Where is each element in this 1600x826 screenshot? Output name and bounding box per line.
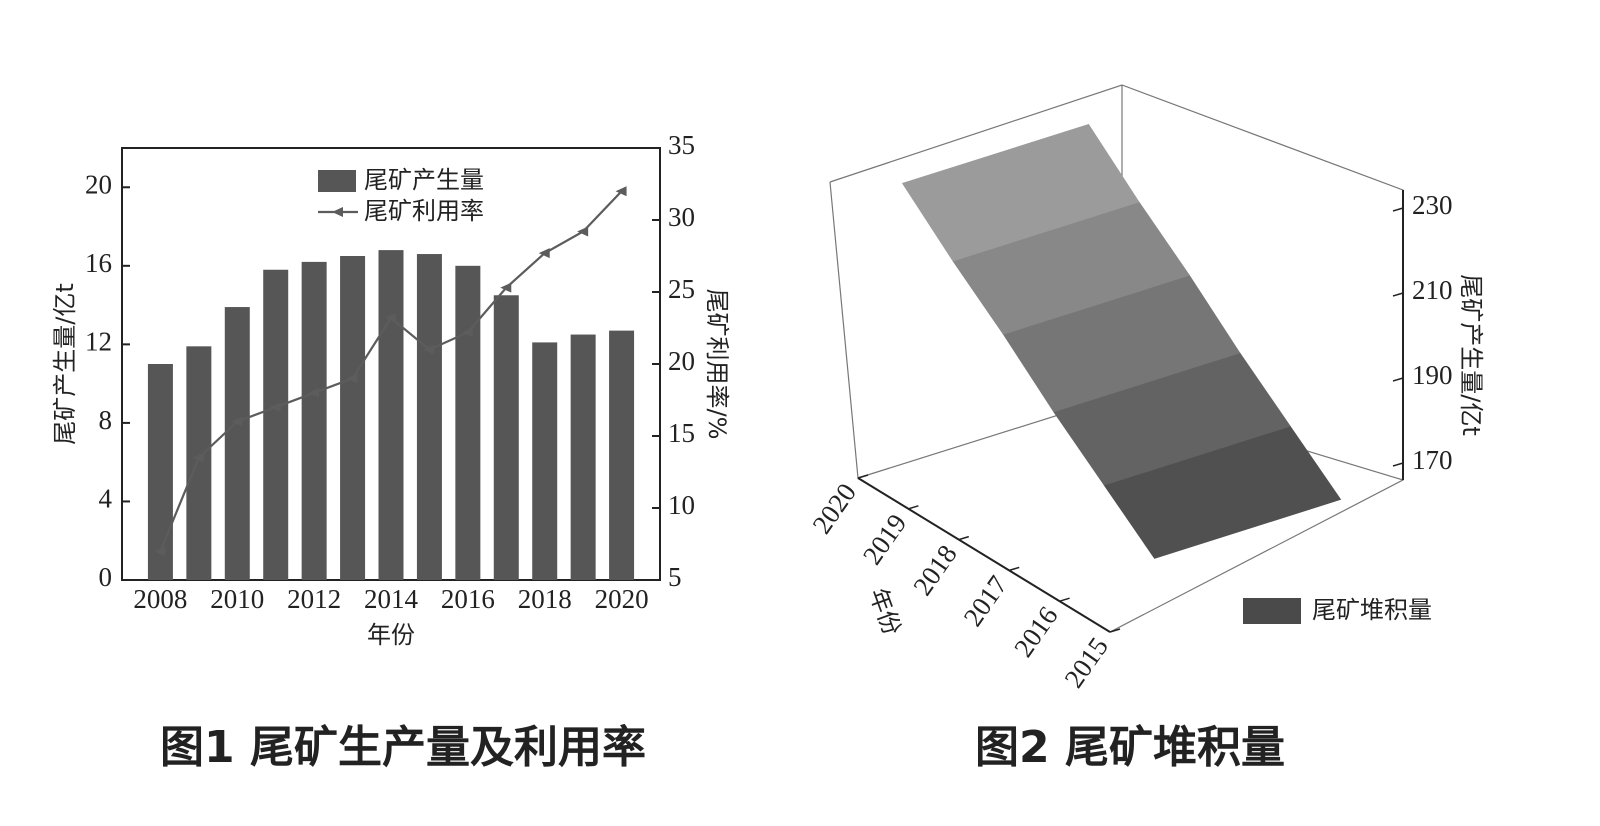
x-tick-label: 2016 (1008, 601, 1064, 662)
bar (263, 269, 289, 580)
x-axis-label: 年份 (367, 621, 415, 649)
z-tick-label: 170 (1412, 445, 1453, 475)
line-marker (154, 546, 166, 557)
y2-tick-label: 10 (668, 490, 695, 520)
bar (570, 334, 596, 580)
z-tick-label: 230 (1412, 190, 1453, 220)
y-tick-label: 16 (85, 248, 112, 278)
z-tick (1392, 292, 1404, 297)
line-marker (461, 327, 473, 338)
z-tick-label: 190 (1412, 360, 1453, 390)
bar (340, 256, 366, 580)
y2-tick-label: 15 (668, 418, 695, 448)
z-tick (1392, 462, 1404, 467)
z-tick (1392, 207, 1404, 212)
x-tick-label: 2020 (806, 478, 862, 539)
x-tick-label: 2012 (287, 584, 341, 614)
bar (455, 265, 481, 580)
x-tick-label: 2020 (595, 584, 649, 614)
y-tick-label: 20 (85, 169, 112, 199)
y2-tick-label: 30 (668, 202, 695, 232)
line-marker (192, 452, 204, 463)
x-tick-label: 2010 (210, 584, 264, 614)
bar (416, 254, 442, 580)
x-tick-label: 2018 (907, 539, 963, 600)
y-axis-label: 尾矿产生量/亿t (51, 283, 79, 445)
y-tick-label: 8 (99, 405, 113, 435)
line-marker (615, 186, 627, 197)
y-tick-label: 4 (99, 484, 113, 514)
z-tick (1392, 377, 1404, 382)
legend-marker (332, 207, 343, 217)
figure-caption: 图1 尾矿生产量及利用率 (160, 722, 646, 773)
x-tick-label: 2016 (441, 584, 495, 614)
bar (532, 342, 558, 580)
bar (301, 261, 327, 580)
line-marker (385, 312, 396, 323)
surface-strip (901, 123, 1140, 262)
y2-tick-label: 5 (668, 562, 682, 592)
line-marker (500, 282, 512, 293)
line-marker (538, 248, 550, 259)
y2-tick-label: 20 (668, 346, 695, 376)
legend-label: 尾矿利用率 (364, 197, 484, 225)
x-tick-label: 2015 (1058, 632, 1114, 693)
x-tick-label: 2019 (857, 509, 913, 570)
line-marker (231, 416, 243, 427)
line-marker (269, 402, 281, 413)
z-axis-label: 尾矿产生量/亿t (1457, 274, 1485, 436)
x-tick (1008, 566, 1020, 572)
y2-axis-label: 尾矿利用率/% (703, 289, 731, 440)
x-tick (908, 505, 919, 510)
x-tick-label: 2008 (133, 584, 187, 614)
x-axis-label: 年份 (864, 584, 907, 639)
y2-tick-label: 25 (668, 274, 695, 304)
figure-caption: 图2 尾矿堆积量 (975, 722, 1285, 773)
x-tick-label: 2014 (364, 584, 419, 614)
bar (378, 250, 404, 581)
x-tick (857, 474, 869, 479)
x-tick-label: 2018 (518, 584, 572, 614)
bar (493, 295, 519, 580)
legend-swatch (1243, 598, 1301, 624)
bar (147, 364, 173, 580)
y-tick-label: 0 (99, 562, 113, 592)
x-tick (958, 535, 970, 541)
bar (224, 307, 250, 580)
line-marker (423, 344, 435, 355)
year-axis-line (857, 477, 1111, 633)
y2-tick-label: 35 (668, 130, 695, 160)
line-marker (577, 226, 589, 237)
bar (186, 346, 212, 580)
legend-swatch (318, 170, 356, 192)
legend-label: 尾矿堆积量 (1312, 596, 1432, 624)
z-tick-label: 210 (1412, 275, 1453, 305)
line-marker (346, 373, 358, 384)
legend-label: 尾矿产生量 (364, 166, 484, 194)
bar (609, 330, 635, 580)
x-tick-label: 2017 (958, 570, 1014, 631)
x-tick (1059, 597, 1070, 602)
x-tick (1109, 628, 1121, 633)
y-tick-label: 12 (85, 327, 112, 357)
line-marker (308, 387, 320, 398)
